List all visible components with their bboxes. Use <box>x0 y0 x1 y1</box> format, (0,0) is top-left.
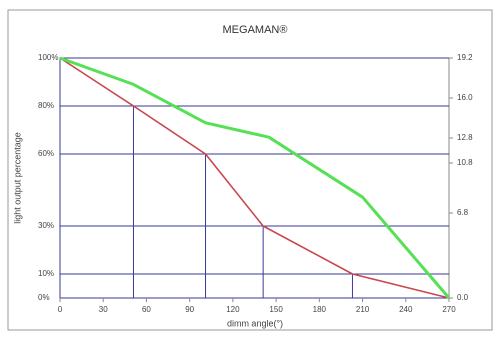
x-tick-label: 30 <box>99 305 108 314</box>
y-tick-label: 0% <box>38 293 50 302</box>
x-tick-label: 180 <box>313 305 327 314</box>
plot-area <box>59 57 450 299</box>
x-tick-label: 270 <box>442 305 456 314</box>
y2-tick-label: 10.8 <box>457 158 473 167</box>
y2-tick-label: 19.2 <box>457 53 473 62</box>
y2-tick-label: 6.8 <box>457 208 469 217</box>
x-tick-label: 90 <box>185 305 194 314</box>
y-tick-label: 30% <box>38 221 54 230</box>
y2-tick-label: 16.0 <box>457 93 473 102</box>
x-tick-label: 210 <box>356 305 370 314</box>
x-tick-label: 0 <box>58 305 63 314</box>
y2-tick-label: 0.0 <box>457 293 469 302</box>
x-tick-label: 120 <box>226 305 240 314</box>
x-tick-label: 240 <box>399 305 413 314</box>
y-tick-label: 100% <box>38 53 58 62</box>
x-tick-label: 150 <box>269 305 283 314</box>
x-tick-label: 60 <box>142 305 151 314</box>
series-line <box>59 56 451 299</box>
y-tick-label: 60% <box>38 149 54 158</box>
chart-title: MEGAMAN® <box>223 24 288 36</box>
y-tick-label: 80% <box>38 101 54 110</box>
y2-tick-label: 12.8 <box>457 133 473 142</box>
series-line <box>59 57 450 299</box>
y-tick-label: 10% <box>38 269 54 278</box>
y-axis-label: light output percentage <box>12 132 22 224</box>
x-axis-label: dimm angle(°) <box>227 318 283 328</box>
